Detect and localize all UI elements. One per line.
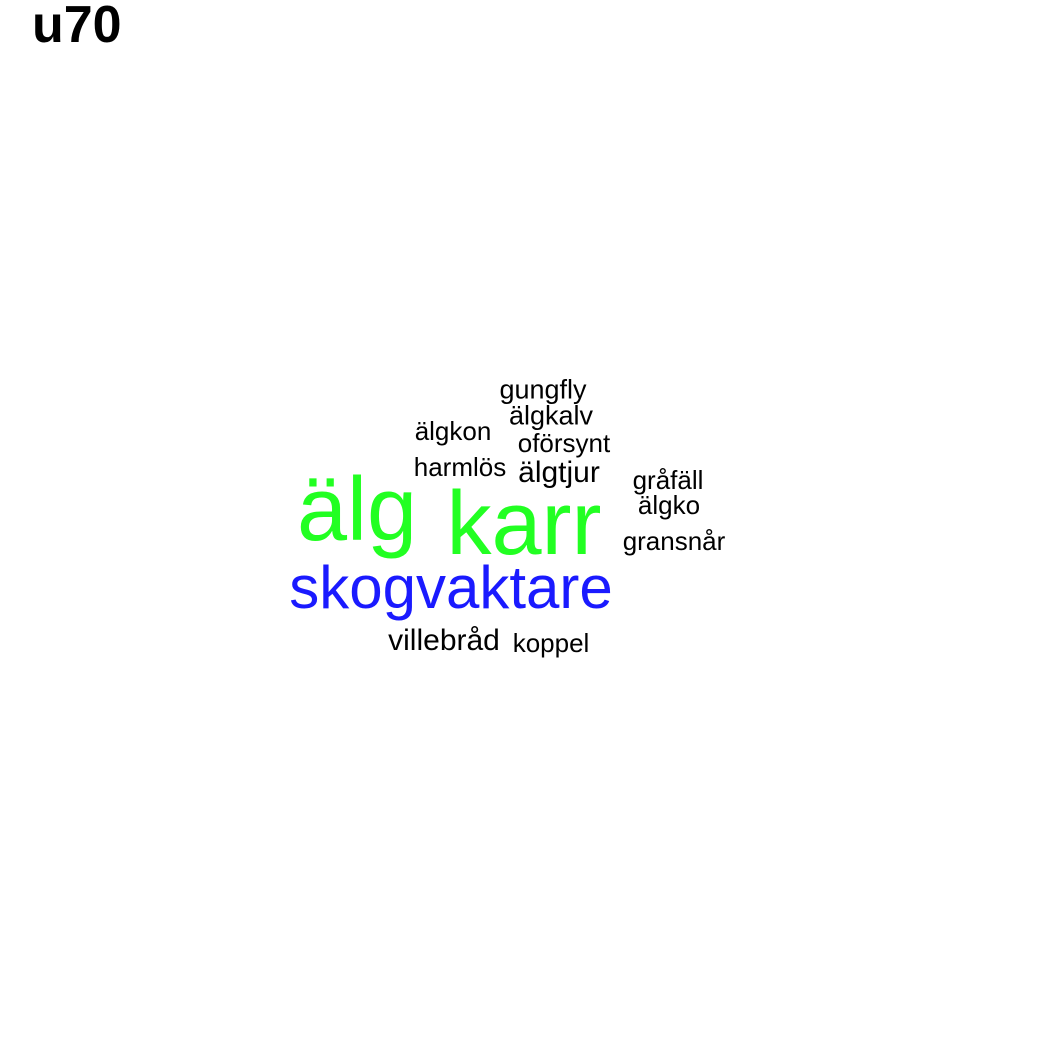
word-karr: karr	[446, 474, 602, 574]
word-algko: älgko	[637, 490, 701, 520]
word-gungfly: gungfly	[499, 374, 587, 405]
word-algkon: älgkon	[414, 416, 492, 446]
word-alg: älg	[296, 460, 418, 560]
word-gransnar: gransnår	[622, 526, 726, 556]
page-title: u70	[32, 0, 122, 54]
word-skogvaktare: skogvaktare	[289, 554, 613, 621]
word-oforsynt: oförsynt	[517, 428, 611, 458]
word-grafall: gråfäll	[632, 465, 704, 495]
word-algkalv: älgkalv	[508, 400, 594, 431]
word-algtjur: älgtjur	[518, 456, 600, 489]
word-harmlos: harmlös	[413, 452, 507, 482]
word-koppel: koppel	[512, 628, 590, 658]
word-villebrad: villebråd	[388, 624, 500, 657]
